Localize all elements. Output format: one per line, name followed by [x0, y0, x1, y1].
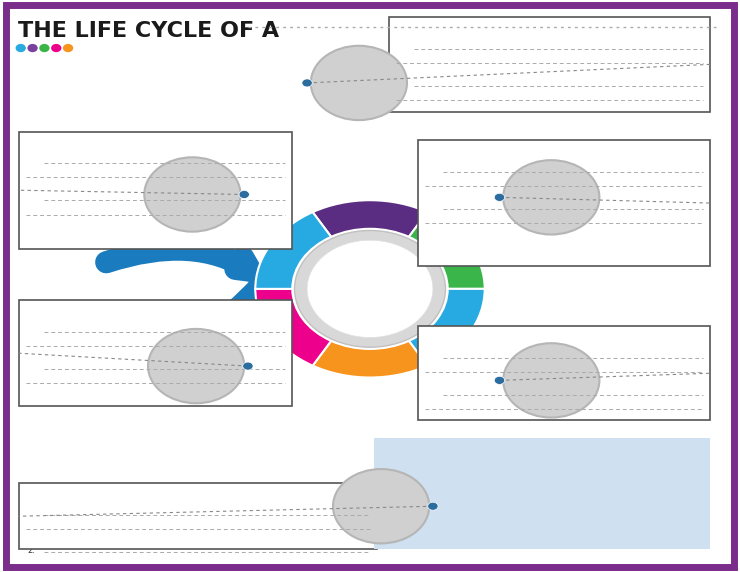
Text: 1:: 1:	[27, 325, 36, 335]
Text: PROCESSING AND PACKAGING: PROCESSING AND PACKAGING	[427, 333, 568, 342]
FancyBboxPatch shape	[418, 140, 710, 266]
Text: 1:: 1:	[427, 351, 435, 360]
Circle shape	[52, 45, 61, 51]
Text: 1:: 1:	[27, 157, 36, 166]
Circle shape	[40, 45, 49, 51]
Circle shape	[28, 45, 37, 51]
FancyBboxPatch shape	[418, 326, 710, 420]
Circle shape	[148, 329, 244, 403]
Text: USE: USE	[27, 307, 46, 316]
Wedge shape	[312, 341, 428, 378]
Text: Use the diagram to draft 1 or 2
questions you could ask for each of
the stages o: Use the diagram to draft 1 or 2 question…	[385, 449, 599, 518]
Wedge shape	[255, 289, 332, 366]
Circle shape	[494, 376, 505, 384]
Circle shape	[503, 160, 599, 235]
Circle shape	[239, 190, 249, 198]
Wedge shape	[255, 212, 332, 289]
FancyBboxPatch shape	[374, 438, 710, 549]
Circle shape	[16, 45, 25, 51]
FancyBboxPatch shape	[18, 483, 377, 549]
Circle shape	[494, 193, 505, 201]
Text: 2:: 2:	[427, 202, 435, 212]
Text: 2:: 2:	[27, 363, 36, 372]
Text: 2:: 2:	[27, 194, 36, 203]
Text: 2:: 2:	[427, 388, 435, 398]
FancyBboxPatch shape	[388, 17, 710, 112]
Wedge shape	[313, 200, 428, 237]
Circle shape	[307, 240, 433, 337]
Text: 2:: 2:	[27, 546, 36, 555]
Wedge shape	[408, 289, 485, 366]
Text: DISPOSAL: DISPOSAL	[27, 138, 74, 148]
Text: THE LIFE CYCLE OF A: THE LIFE CYCLE OF A	[18, 22, 280, 41]
Text: 1:: 1:	[397, 42, 406, 51]
FancyBboxPatch shape	[18, 132, 292, 249]
Circle shape	[295, 231, 445, 347]
Wedge shape	[408, 212, 485, 289]
Circle shape	[302, 79, 312, 87]
Text: DISTRIBUTION: DISTRIBUTION	[27, 490, 95, 499]
Text: 1:: 1:	[427, 165, 435, 174]
Circle shape	[428, 502, 438, 510]
Circle shape	[144, 157, 240, 232]
Circle shape	[311, 46, 407, 120]
Text: RAW RESOURCE EXTRACTION: RAW RESOURCE EXTRACTION	[397, 24, 535, 33]
Text: 2:: 2:	[397, 80, 406, 89]
Circle shape	[243, 362, 253, 370]
Circle shape	[64, 45, 73, 51]
Circle shape	[333, 469, 429, 543]
Text: MANUFACTURING: MANUFACTURING	[427, 147, 508, 156]
FancyBboxPatch shape	[18, 300, 292, 406]
Circle shape	[503, 343, 599, 418]
Text: 1:: 1:	[27, 509, 36, 518]
